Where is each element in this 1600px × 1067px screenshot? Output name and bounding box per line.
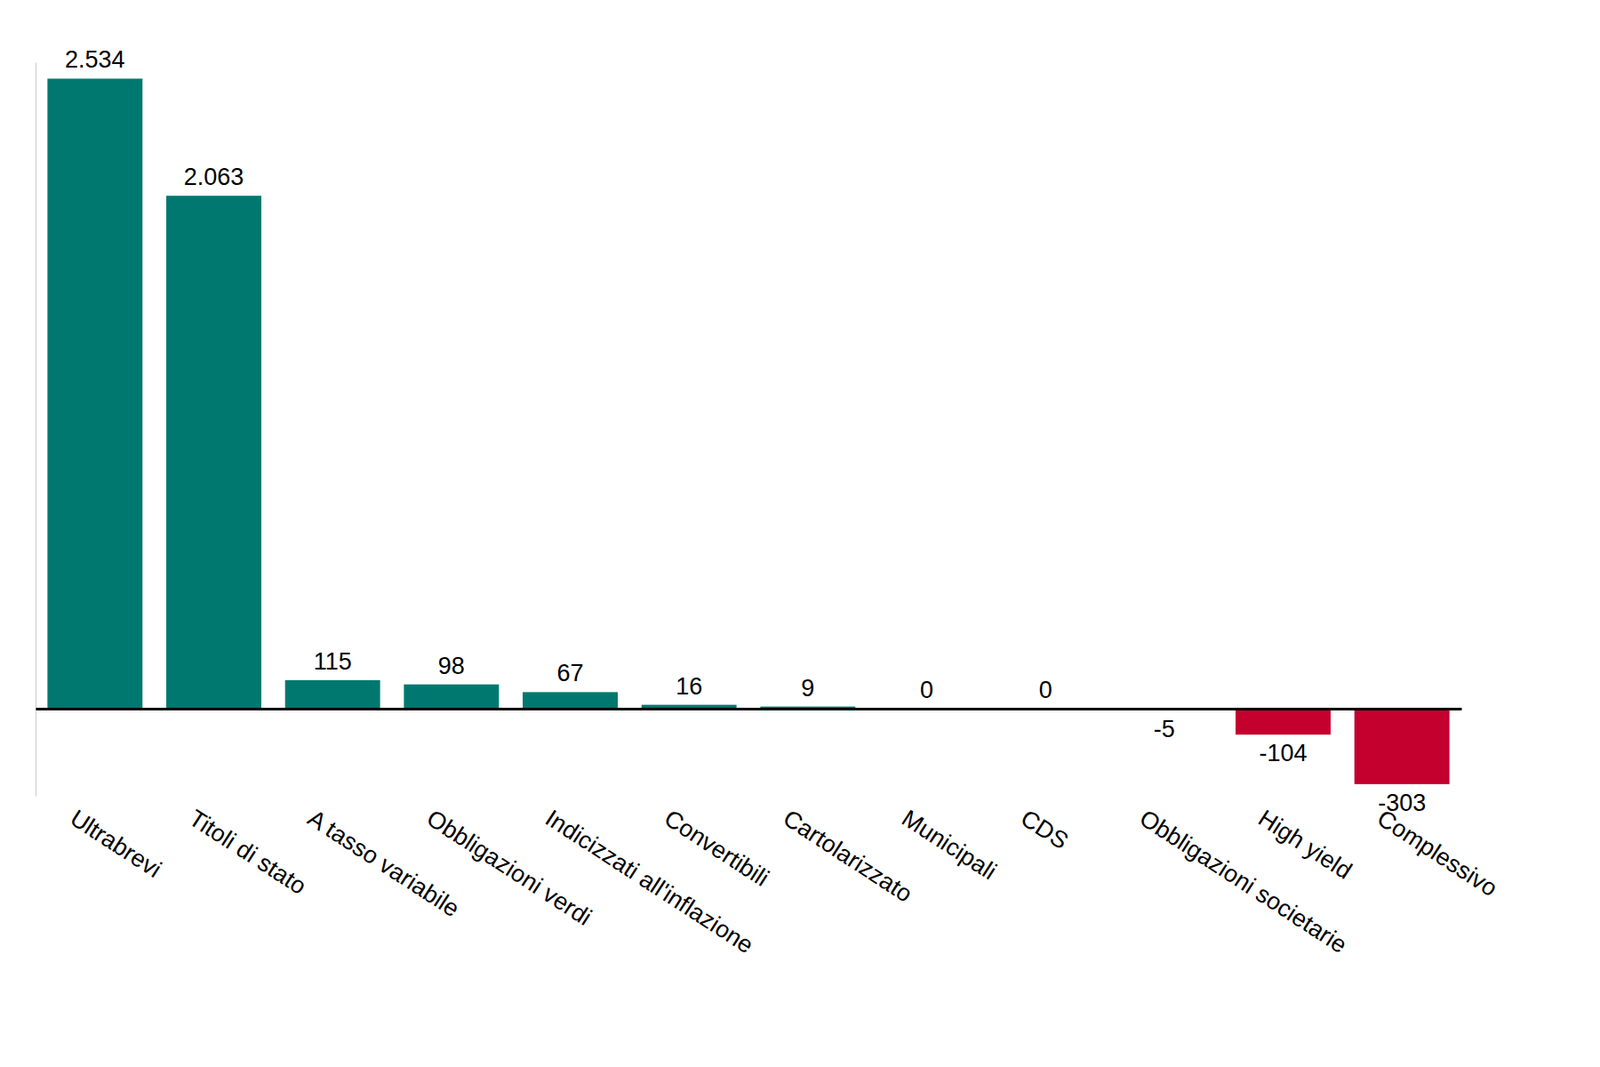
data-label: 115: [313, 648, 352, 675]
data-label: -303: [1377, 789, 1426, 816]
x-tick-label: CDS: [1016, 804, 1073, 855]
bar: [522, 691, 618, 709]
x-tick: Complessivo: [1372, 804, 1503, 902]
x-axis-line: [36, 707, 1463, 711]
x-tick-label: Titoli di stato: [184, 804, 312, 900]
x-tick: Municipali: [896, 804, 1001, 886]
bars: [47, 78, 1449, 784]
data-label: -104: [1258, 739, 1307, 767]
bar: [285, 680, 381, 709]
data-label: 0: [1039, 676, 1053, 704]
bar: [1354, 708, 1450, 784]
x-tick: Indicizzati all'inflazione: [540, 804, 759, 959]
data-label: 16: [675, 672, 703, 700]
data-label: 2.534: [64, 46, 126, 73]
y-axis-line: [35, 63, 37, 797]
x-tick-label: Municipali: [896, 804, 1001, 886]
x-tick: High yield: [1253, 804, 1357, 885]
x-tick: Cartolarizzato: [778, 804, 918, 908]
x-tick-label: Ultrabrevi: [65, 804, 167, 883]
data-label: 0: [920, 676, 934, 704]
bar: [403, 684, 499, 709]
bar: [166, 195, 262, 709]
data-label: 98: [438, 652, 465, 680]
x-tick: Obbligazioni societarie: [1135, 804, 1352, 959]
bar: [1235, 708, 1331, 735]
x-tick-label: Indicizzati all'inflazione: [540, 804, 759, 959]
x-tick: Ultrabrevi: [65, 804, 167, 883]
x-tick-label: Obbligazioni societarie: [1135, 804, 1352, 959]
x-tick-label: Convertibili: [659, 804, 774, 892]
data-label: 67: [556, 659, 584, 687]
chart: UltrabreviTitoli di statoA tasso variabi…: [0, 0, 1600, 1067]
data-label: 9: [800, 674, 815, 702]
x-tick-label: Cartolarizzato: [778, 804, 918, 908]
bar: [47, 78, 143, 709]
data-labels: 2.534 2.063 115 98 67 16 9 0 0 -5 -104 -303: [64, 46, 1426, 816]
x-tick-label: High yield: [1253, 804, 1357, 885]
x-tick: Titoli di stato: [184, 804, 312, 900]
x-tick: Convertibili: [659, 804, 774, 892]
x-tick: CDS: [1016, 804, 1073, 855]
x-axis: UltrabreviTitoli di statoA tasso variabi…: [36, 709, 1503, 960]
x-tick-label: Complessivo: [1372, 804, 1503, 902]
data-label: -5: [1153, 715, 1176, 743]
y-axis: [35, 63, 37, 797]
data-label: 2.063: [184, 163, 245, 191]
